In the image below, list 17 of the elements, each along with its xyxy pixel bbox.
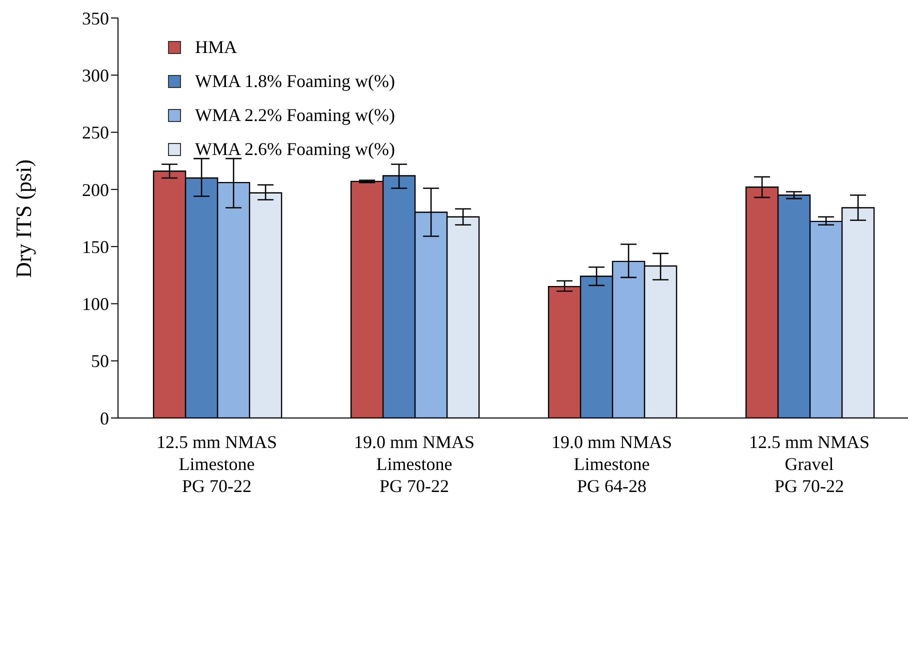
- legend-label: HMA: [195, 36, 238, 59]
- y-tick-label: 0: [100, 408, 109, 428]
- legend-label: WMA 2.6% Foaming w(%): [195, 138, 395, 161]
- y-tick-label: 100: [82, 294, 109, 314]
- x-tick-label: 19.0 mm NMAS Limestone PG 70-22: [354, 432, 475, 496]
- y-tick-label: 350: [82, 8, 109, 28]
- x-tick-label: 12.5 mm NMAS Limestone PG 70-22: [156, 432, 278, 496]
- x-tick-label: 19.0 mm NMAS Limestone PG 64-28: [551, 432, 672, 496]
- y-axis-title: Dry ITS (psi): [10, 159, 36, 278]
- y-tick-label: 150: [82, 236, 109, 257]
- legend-label: WMA 1.8% Foaming w(%): [195, 70, 395, 93]
- y-tick-label: 300: [82, 66, 109, 86]
- y-tick-label: 250: [82, 122, 109, 143]
- y-tick-label: 200: [82, 180, 109, 200]
- x-tick-label: 12.5 mm NMAS Gravel PG 70-22: [748, 432, 870, 496]
- legend-label: WMA 2.2% Foaming w(%): [195, 104, 395, 127]
- y-tick-label: 50: [91, 351, 109, 372]
